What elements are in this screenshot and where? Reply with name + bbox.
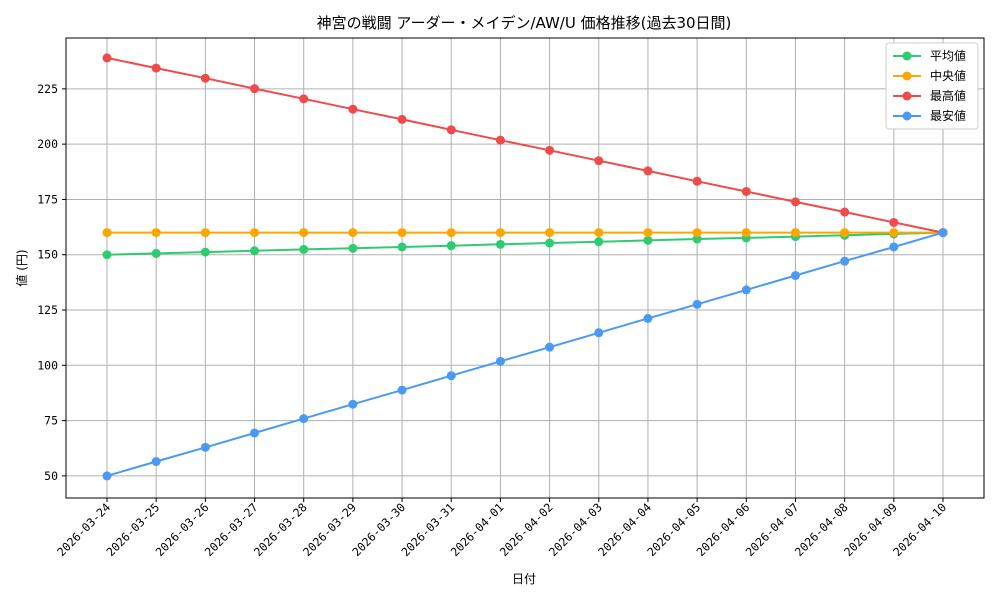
data-point xyxy=(692,234,702,244)
data-point xyxy=(889,217,899,227)
data-point xyxy=(594,328,604,338)
data-point xyxy=(250,84,260,94)
series-line xyxy=(106,231,944,477)
data-point xyxy=(643,235,653,245)
chart-title: 神宮の戦闘 アーダー・メイデン/AW/U 価格推移(過去30日間) xyxy=(317,14,732,32)
data-point xyxy=(790,271,800,281)
data-point xyxy=(446,125,456,135)
data-point xyxy=(741,228,751,238)
data-point xyxy=(102,471,112,481)
data-point xyxy=(446,241,456,251)
series-1 xyxy=(102,228,948,238)
data-point xyxy=(594,228,604,238)
legend-marker xyxy=(902,51,912,61)
y-axis-label: 値 (円) xyxy=(14,249,29,286)
y-tick-label: 75 xyxy=(44,414,58,428)
grid-lines xyxy=(66,38,984,498)
data-point xyxy=(151,63,161,73)
y-tick-label: 175 xyxy=(37,192,58,206)
data-point xyxy=(102,228,112,238)
data-point xyxy=(151,228,161,238)
data-point xyxy=(102,53,112,63)
data-point xyxy=(495,356,505,366)
series-2 xyxy=(102,53,948,238)
legend-marker xyxy=(902,91,912,101)
data-point xyxy=(840,256,850,266)
data-point xyxy=(790,228,800,238)
data-point xyxy=(741,186,751,196)
data-point xyxy=(643,166,653,176)
y-tick-label: 225 xyxy=(37,82,58,96)
data-point xyxy=(348,399,358,409)
data-point xyxy=(200,73,210,83)
data-point xyxy=(348,104,358,114)
data-point xyxy=(545,145,555,155)
data-point xyxy=(250,246,260,256)
y-tick-label: 200 xyxy=(37,137,58,151)
data-point xyxy=(446,228,456,238)
data-point xyxy=(250,228,260,238)
legend-label: 最高値 xyxy=(930,88,966,103)
data-point xyxy=(151,248,161,258)
y-tick-label: 125 xyxy=(37,303,58,317)
data-point xyxy=(397,228,407,238)
y-axis: 50 75 100 125 150 175 200 225 xyxy=(37,82,66,483)
data-point xyxy=(790,197,800,207)
data-point xyxy=(200,442,210,452)
legend-box xyxy=(885,42,979,130)
data-point xyxy=(397,385,407,395)
data-point xyxy=(299,94,309,104)
x-axis-label: 日付 xyxy=(512,572,536,586)
data-point xyxy=(840,228,850,238)
data-point xyxy=(348,228,358,238)
data-point xyxy=(299,414,309,424)
series-line xyxy=(106,56,944,234)
data-point xyxy=(692,228,702,238)
data-point xyxy=(446,371,456,381)
data-point xyxy=(151,457,161,467)
y-tick-label: 150 xyxy=(37,248,58,262)
data-point xyxy=(200,247,210,257)
data-point xyxy=(889,242,899,252)
legend-label: 中央値 xyxy=(930,68,966,83)
data-point xyxy=(594,237,604,247)
legend-label: 最安値 xyxy=(930,108,966,123)
data-point xyxy=(495,135,505,145)
legend-marker xyxy=(902,111,912,121)
data-point xyxy=(741,285,751,295)
data-point xyxy=(545,238,555,248)
data-point xyxy=(545,228,555,238)
legend-label: 平均値 xyxy=(930,48,966,63)
data-point xyxy=(397,114,407,124)
legend-marker xyxy=(902,71,912,81)
data-point xyxy=(643,228,653,238)
data-point xyxy=(692,299,702,309)
data-point xyxy=(643,313,653,323)
data-point xyxy=(495,228,505,238)
data-point xyxy=(889,228,899,238)
data-point xyxy=(299,244,309,254)
plot-frame xyxy=(65,37,985,499)
data-point xyxy=(692,176,702,186)
y-tick-label: 100 xyxy=(37,358,58,372)
data-point xyxy=(840,207,850,217)
data-point xyxy=(299,228,309,238)
data-point xyxy=(250,428,260,438)
data-point xyxy=(495,239,505,249)
data-point xyxy=(594,156,604,166)
data-series xyxy=(102,53,948,481)
y-tick-label: 50 xyxy=(44,469,58,483)
data-point xyxy=(348,243,358,253)
data-point xyxy=(397,242,407,252)
series-line xyxy=(106,231,944,256)
data-point xyxy=(102,250,112,260)
data-point xyxy=(938,228,948,238)
data-point xyxy=(545,342,555,352)
data-point xyxy=(200,228,210,238)
series-3 xyxy=(102,228,948,481)
